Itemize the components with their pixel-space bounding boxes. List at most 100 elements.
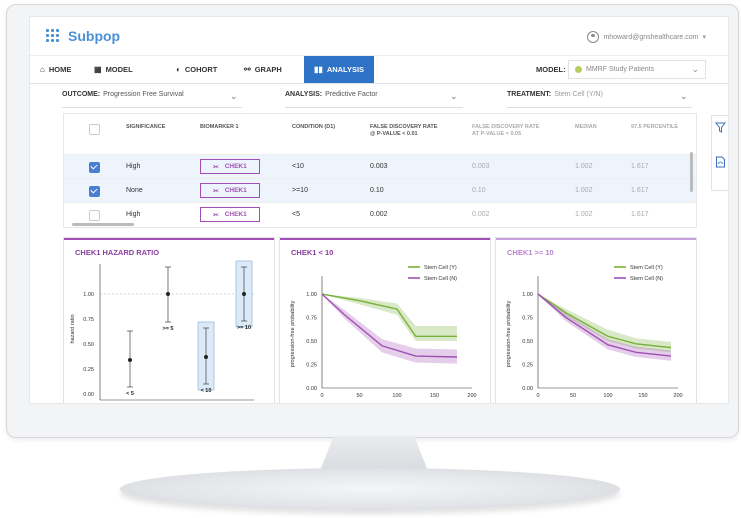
table-row[interactable]: High ✂ CHEK1 <10 0.003 0.003 1.002 1.617 [64, 154, 696, 178]
y-tick-label: 0.50 [306, 339, 317, 345]
km-lt10-chart: 0.00 0.25 0.50 0.75 1.00 0 50 100 150 200 progress… [290, 265, 477, 399]
data-point [166, 292, 170, 296]
point-label: < 5 [126, 391, 134, 397]
cell-condition: >=10 [292, 187, 308, 194]
data-point [242, 292, 246, 296]
vertical-scrollbar[interactable] [690, 152, 693, 192]
nav-home[interactable]: ⌂ HOME [40, 56, 71, 83]
header-fdr-001-line1: FALSE DISCOVERY RATE [370, 124, 438, 130]
nav-graph[interactable]: ⚯ GRAPH [244, 56, 282, 83]
user-avatar-icon [587, 31, 600, 43]
confidence-band [538, 294, 671, 361]
table-row[interactable]: High ✂ CHEK1 <5 0.002 0.002 1.002 1.617 [64, 202, 696, 226]
x-tick-label: 50 [570, 393, 576, 399]
x-tick-label: 100 [603, 393, 612, 399]
outcome-filter[interactable]: OUTCOME: Progression Free Survival [62, 91, 184, 98]
chevron-down-icon: ⌄ [691, 64, 699, 74]
cell-p975: 1.617 [631, 187, 649, 194]
hazard-ratio-chart: 0.00 0.25 0.50 0.75 1.00 hazard ratio < 5 >= 5 <… [70, 260, 254, 401]
biomarker-chip[interactable]: ✂ CHEK1 [200, 159, 260, 174]
cell-fdr-001: 0.002 [370, 211, 388, 218]
row-checkbox[interactable] [89, 210, 100, 221]
panel-accent-bar [64, 238, 274, 240]
dna-icon: ✂ [213, 187, 219, 195]
header-fdr-005-line2: AT P-VALUE < 0.05 [472, 131, 522, 137]
filter-bar: OUTCOME: Progression Free Survival ⌄ ANA… [30, 87, 728, 109]
cell-median: 1.002 [575, 187, 593, 194]
y-tick-label: 0.50 [83, 342, 94, 348]
cell-median: 1.002 [575, 163, 593, 170]
biomarker-label: CHEK1 [224, 163, 247, 170]
panel-accent-bar [496, 238, 696, 240]
x-tick-label: 100 [392, 393, 401, 399]
header-median[interactable]: MEDIAN [575, 124, 597, 130]
cohort-icon: ◐ [176, 65, 181, 74]
outcome-chevron-icon[interactable]: ⌄ [230, 91, 238, 101]
header-fdr-005[interactable]: FALSE DISCOVERY RATE AT P-VALUE < 0.05 [472, 124, 539, 138]
point-label: >= 5 [162, 326, 173, 332]
header-biomarker[interactable]: BIOMARKER 1 [200, 124, 239, 130]
main-nav: ⌂ HOME ▦ MODEL ◐ COHORT ⚯ GRAPH ▮▮ ANALY… [30, 55, 728, 84]
filter-icon[interactable] [714, 122, 727, 136]
x-tick-label: 200 [467, 393, 476, 399]
treatment-underline [507, 107, 692, 108]
home-icon: ⌂ [40, 65, 45, 74]
y-tick-label: 1.00 [522, 292, 533, 298]
status-dot-icon [575, 66, 582, 73]
header-fdr-001[interactable]: FALSE DISCOVERY RATE @ P-VALUE < 0.01 [370, 124, 437, 138]
y-tick-label: 0.75 [83, 317, 94, 323]
biomarker-label: CHEK1 [224, 187, 247, 194]
x-tick-label: 200 [673, 393, 682, 399]
biomarker-chip[interactable]: ✂ CHEK1 [200, 207, 260, 222]
top-bar: Subpop mhoward@gnshealthcare.com ▾ [30, 17, 728, 53]
legend-label: Stem Cell (Y) [630, 265, 663, 271]
user-menu[interactable]: mhoward@gnshealthcare.com ▾ [587, 31, 706, 43]
point-label: >= 10 [237, 325, 251, 331]
analysis-filter[interactable]: ANALYSIS: Predictive Factor [285, 91, 378, 98]
logo-grid-icon[interactable] [46, 29, 60, 43]
y-tick-label: 0.00 [83, 392, 94, 398]
nav-cohort[interactable]: ◐ COHORT [176, 56, 217, 83]
y-tick-label: 0.25 [522, 363, 533, 369]
series-line [537, 293, 672, 349]
row-checkbox[interactable] [89, 162, 100, 173]
header-condition[interactable]: CONDITION (D1) [292, 124, 336, 130]
bar-chart-icon: ▮▮ [314, 65, 323, 74]
y-tick-label: 0.00 [522, 386, 533, 392]
y-tick-label: 0.75 [522, 316, 533, 322]
analysis-label: ANALYSIS: [285, 91, 323, 98]
cell-fdr-005: 0.10 [472, 187, 486, 194]
y-axis-label: progression-free probability [506, 300, 512, 367]
header-p975[interactable]: 97.5 PERCENTILE [631, 124, 679, 130]
y-tick-label: 0.50 [522, 339, 533, 345]
treatment-filter[interactable]: TREATMENT: Stem Cell (Y/N) [507, 91, 603, 98]
nav-analysis[interactable]: ▮▮ ANALYSIS [304, 56, 375, 83]
cell-significance: High [126, 211, 141, 218]
y-tick-label: 0.25 [306, 363, 317, 369]
point-label: < 10 [201, 388, 212, 394]
nav-graph-label: GRAPH [254, 65, 282, 74]
biomarker-label: CHEK1 [224, 211, 247, 218]
row-checkbox[interactable] [89, 186, 100, 197]
monitor-bezel: Subpop mhoward@gnshealthcare.com ▾ ⌂ HOM… [6, 4, 739, 438]
x-tick-label: 50 [356, 393, 362, 399]
y-tick-label: 1.00 [83, 292, 94, 298]
nav-model[interactable]: ▦ MODEL [94, 56, 133, 83]
app-name[interactable]: Subpop [68, 28, 121, 44]
select-all-checkbox[interactable] [89, 124, 100, 135]
biomarker-chip[interactable]: ✂ CHEK1 [200, 183, 260, 198]
pdf-export-icon[interactable] [715, 156, 726, 171]
chart-title: CHEK1 < 10 [291, 248, 334, 257]
header-significance[interactable]: SIGNIFICANCE [126, 124, 166, 130]
analysis-chevron-icon[interactable]: ⌄ [450, 91, 458, 101]
horizontal-scrollbar[interactable] [72, 223, 134, 226]
nav-home-label: HOME [48, 65, 72, 74]
side-toolbar [711, 115, 728, 191]
confidence-band [322, 294, 457, 342]
nav-analysis-label: ANALYSIS [326, 65, 365, 74]
outcome-underline [62, 107, 242, 108]
legend-label: Stem Cell (Y) [424, 265, 457, 271]
table-row[interactable]: None ✂ CHEK1 >=10 0.10 0.10 1.002 1.617 [64, 178, 696, 202]
model-select[interactable]: MMRF Study Patients ⌄ [568, 60, 706, 79]
treatment-chevron-icon[interactable]: ⌄ [680, 91, 688, 101]
